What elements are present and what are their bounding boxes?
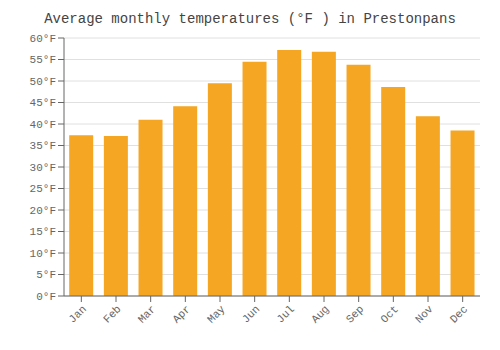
svg-text:50°F: 50°F [30,76,56,88]
svg-text:Sep: Sep [344,303,366,325]
svg-text:25°F: 25°F [30,183,56,195]
svg-text:Jul: Jul [274,303,296,325]
svg-text:Apr: Apr [170,303,192,325]
svg-text:0°F: 0°F [36,291,56,303]
svg-text:Nov: Nov [413,303,436,326]
svg-text:Mar: Mar [136,303,158,325]
svg-text:10°F: 10°F [30,248,56,260]
svg-text:45°F: 45°F [30,97,56,109]
svg-text:35°F: 35°F [30,140,56,152]
svg-text:May: May [205,303,228,326]
svg-text:Jun: Jun [240,303,262,325]
svg-text:Aug: Aug [309,303,331,325]
svg-text:Feb: Feb [101,303,123,325]
html-text:Average monthly temperatures (: Average monthly temperatures (°F ) in Pr… [44,11,456,27]
svg-text:20°F: 20°F [30,205,56,217]
svg-text:Dec: Dec [448,303,470,325]
svg-text:Oct: Oct [378,303,400,325]
svg-text:5°F: 5°F [36,269,56,281]
svg-text:55°F: 55°F [30,54,56,66]
svg-text:30°F: 30°F [30,162,56,174]
svg-text:Jan: Jan [66,303,88,325]
svg-text:15°F: 15°F [30,226,56,238]
svg-text:60°F: 60°F [30,33,56,45]
svg-text:40°F: 40°F [30,119,56,131]
